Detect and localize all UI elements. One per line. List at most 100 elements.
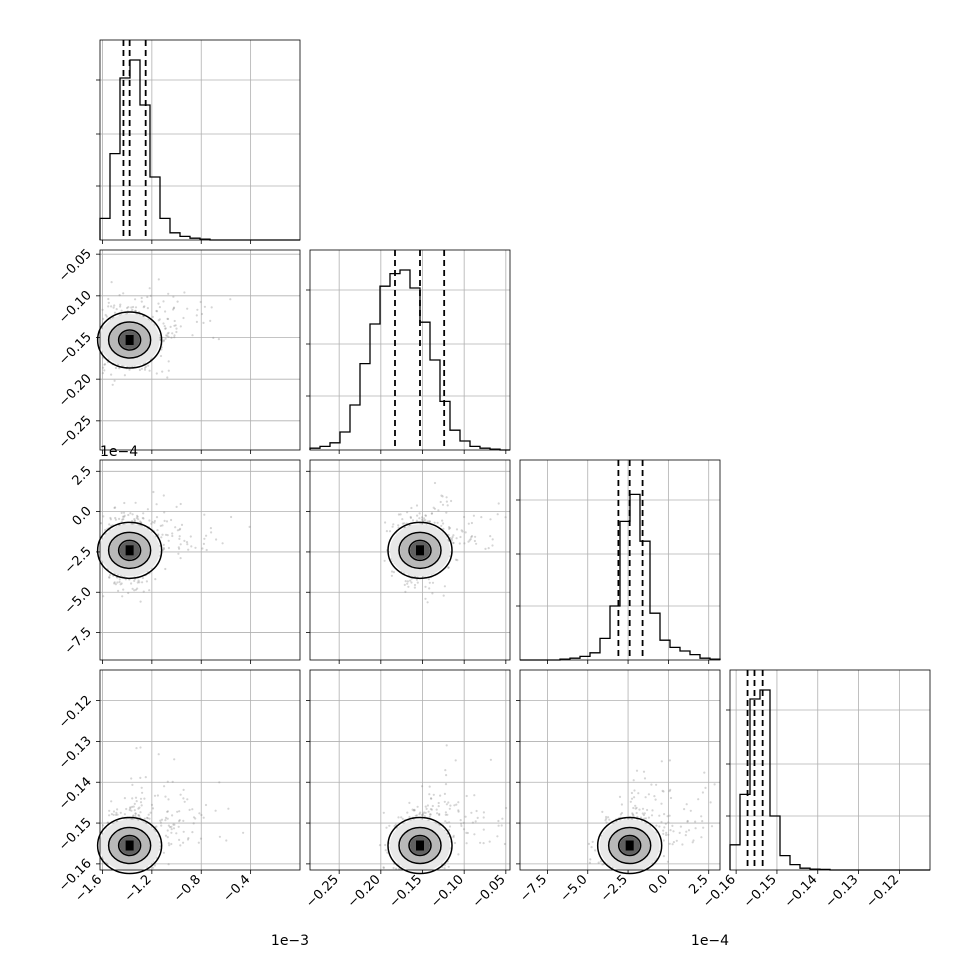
sample-point (140, 296, 143, 300)
sample-point (177, 546, 180, 549)
sample-point (454, 558, 458, 561)
sample-point (173, 324, 176, 327)
x-tick-label: −0.20 (345, 872, 384, 911)
sample-point (140, 300, 143, 303)
sample-point (455, 528, 459, 531)
density-peak (416, 840, 424, 851)
sample-point (162, 339, 166, 342)
sample-point (424, 811, 427, 815)
density-peak (125, 545, 134, 556)
sample-point (669, 788, 672, 792)
sample-point (186, 307, 189, 310)
sample-point (484, 547, 487, 551)
sample-point (190, 545, 193, 548)
panel-3-0 (96, 669, 301, 875)
sample-point (126, 306, 129, 310)
sample-point (448, 527, 451, 531)
sample-point (632, 779, 635, 782)
sample-point (242, 831, 245, 834)
sample-point (162, 543, 165, 547)
sample-point (133, 519, 137, 522)
sample-point (192, 816, 196, 819)
sample-point (424, 514, 427, 517)
sample-point (122, 588, 125, 591)
sample-point (465, 842, 468, 845)
y-tick-label: −0.15 (56, 815, 95, 854)
sample-point (221, 542, 224, 545)
sample-point (650, 814, 654, 817)
sample-point (447, 566, 450, 569)
sample-point (159, 337, 162, 340)
sample-point (422, 519, 425, 522)
sample-point (202, 816, 205, 819)
sample-point (415, 519, 418, 522)
x-tick-label: −2.5 (598, 872, 631, 905)
sample-point (113, 582, 116, 585)
sample-point (446, 504, 449, 507)
sample-point (186, 798, 189, 801)
sample-point (133, 802, 136, 806)
sample-point (474, 820, 477, 823)
sample-point (130, 306, 133, 309)
sample-point (182, 830, 185, 833)
sample-point (482, 842, 485, 845)
sample-point (694, 820, 697, 823)
sample-point (647, 793, 651, 796)
sample-point (162, 340, 165, 343)
sample-point (197, 841, 200, 844)
sample-point (504, 516, 507, 519)
sample-point (229, 298, 232, 301)
sample-point (134, 796, 138, 799)
sample-point (140, 367, 143, 370)
sample-point (444, 769, 447, 772)
sample-point (422, 812, 425, 815)
sample-point (114, 366, 117, 370)
sample-point (102, 515, 105, 518)
sample-point (416, 514, 419, 517)
sample-point (134, 588, 137, 591)
sample-point (658, 814, 661, 817)
sample-point (668, 759, 672, 762)
sample-point (433, 507, 436, 510)
sample-point (107, 305, 110, 308)
sample-point (170, 336, 173, 339)
sample-point (114, 813, 118, 817)
sample-point (482, 811, 485, 814)
sample-point (162, 300, 165, 303)
sample-point (406, 511, 409, 514)
panel-2-2 (516, 459, 721, 664)
sample-point (675, 839, 678, 842)
sample-point (136, 581, 139, 584)
sample-point (444, 811, 447, 814)
sample-point (139, 797, 143, 800)
sample-point (607, 816, 610, 819)
x-tick-label: 0.0 (646, 872, 671, 897)
histogram-2 (520, 493, 721, 661)
sample-point (113, 506, 116, 509)
sample-point (393, 825, 396, 828)
panel-frame (309, 459, 511, 661)
sample-point (209, 319, 212, 322)
sample-point (683, 808, 686, 811)
sample-point (114, 583, 117, 586)
sample-point (141, 791, 144, 794)
sample-point (164, 834, 168, 837)
sample-point (443, 800, 446, 803)
sample-point (408, 801, 411, 805)
sample-point (448, 821, 451, 824)
offset-label-2: 1e−4 (691, 933, 729, 949)
sample-point (672, 830, 675, 833)
sample-point (110, 373, 113, 376)
sample-point (121, 595, 124, 598)
sample-point (633, 796, 636, 799)
sample-point (667, 821, 670, 824)
sample-point (138, 368, 141, 372)
sample-point (655, 824, 658, 827)
sample-point (164, 533, 168, 536)
panel-2-0 (96, 459, 301, 664)
sample-point (100, 522, 103, 525)
y-tick-label: −5.0 (62, 584, 95, 617)
sample-point (112, 810, 116, 813)
sample-point (399, 513, 402, 516)
sample-point (415, 814, 418, 817)
